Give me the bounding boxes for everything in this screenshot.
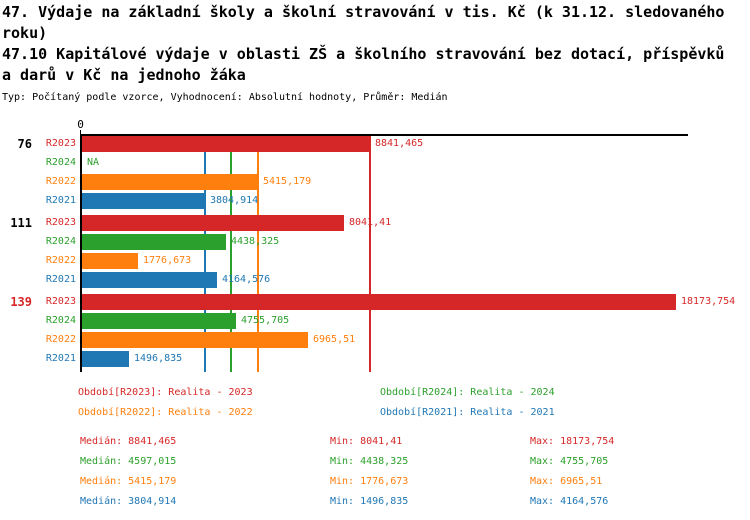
series-row-label-R2024: R2024 (45, 157, 76, 168)
bar-111-R2021 (82, 272, 217, 288)
series-row-label-R2023: R2023 (45, 217, 76, 228)
bar-139-R2022 (82, 332, 308, 348)
x-axis-zero-label: 0 (77, 118, 84, 131)
category-label-111: 111 (10, 216, 32, 230)
legend-item-R2024: Období[R2024]: Realita - 2024 (380, 387, 555, 398)
legend-item-R2022: Období[R2022]: Realita - 2022 (78, 407, 253, 418)
bar-value-label-76-R2022: 5415,179 (263, 176, 312, 187)
median-line-R2021 (204, 134, 206, 372)
series-row-label-R2022: R2022 (45, 255, 76, 266)
bar-76-R2021 (82, 193, 205, 209)
median-line-R2023 (369, 134, 371, 372)
chart-title-line-1: 47. Výdaje na základní školy a školní st… (2, 3, 725, 21)
series-row-label-R2021: R2021 (45, 353, 76, 364)
bar-value-label-139-R2024: 4755,705 (241, 315, 290, 326)
stat-max-R2024: Max: 4755,705 (530, 456, 609, 467)
bar-value-label-76-R2024: NA (87, 157, 100, 168)
bar-value-label-111-R2023: 8041,41 (349, 217, 392, 228)
stat-min-R2024: Min: 4438,325 (330, 456, 409, 467)
bar-value-label-139-R2023: 18173,754 (681, 296, 736, 307)
chart-subtitle-line-2: a darů v Kč na jednoho žáka (2, 66, 246, 84)
series-row-label-R2023: R2023 (45, 296, 76, 307)
bar-76-R2022 (82, 174, 258, 190)
y-axis-line (80, 134, 82, 372)
series-row-label-R2021: R2021 (45, 195, 76, 206)
legend-item-R2021: Období[R2021]: Realita - 2021 (380, 407, 555, 418)
stat-median-R2021: Medián: 3804,914 (80, 496, 177, 507)
series-row-label-R2024: R2024 (45, 236, 76, 247)
bar-111-R2024 (82, 234, 226, 250)
stat-min-R2022: Min: 1776,673 (330, 476, 409, 487)
chart-stats: Medián: 8841,465 Min: 8041,41 Max: 18173,7… (80, 432, 614, 512)
bar-111-R2023 (82, 215, 344, 231)
x-axis-line (80, 134, 688, 136)
bar-value-label-76-R2021: 3804,914 (210, 195, 259, 206)
median-line-R2022 (257, 134, 259, 372)
bar-value-label-139-R2021: 1496,835 (134, 353, 183, 364)
stat-min-R2021: Min: 1496,835 (330, 496, 409, 507)
median-line-R2024 (230, 134, 232, 372)
bar-value-label-111-R2024: 4438,325 (231, 236, 280, 247)
series-row-label-R2024: R2024 (45, 315, 76, 326)
bar-76-R2023 (82, 136, 370, 152)
bar-139-R2023 (82, 294, 676, 310)
series-row-label-R2022: R2022 (45, 176, 76, 187)
report-header: 47. Výdaje na základní školy a školní st… (2, 2, 750, 105)
chart-legend: Období[R2023]: Realita - 2023 Období[R202… (78, 383, 555, 423)
series-row-label-R2021: R2021 (45, 274, 76, 285)
bar-value-label-76-R2023: 8841,465 (375, 138, 424, 149)
stat-max-R2021: Max: 4164,576 (530, 496, 609, 507)
category-label-76: 76 (17, 137, 32, 151)
stat-max-R2023: Max: 18173,754 (530, 436, 615, 447)
bar-111-R2022 (82, 253, 138, 269)
chart-subtitle-line-1: 47.10 Kapitálové výdaje v oblasti ZŠ a š… (2, 45, 725, 63)
chart-meta-info: Typ: Počítaný podle vzorce, Vyhodnocení:… (2, 92, 448, 103)
x-axis-zero-tick (80, 130, 81, 134)
stat-median-R2024: Medián: 4597,015 (80, 456, 177, 467)
series-row-label-R2023: R2023 (45, 138, 76, 149)
stat-median-R2023: Medián: 8841,465 (80, 436, 177, 447)
bar-139-R2021 (82, 351, 129, 367)
stat-median-R2022: Medián: 5415,179 (80, 476, 177, 487)
legend-item-R2023: Období[R2023]: Realita - 2023 (78, 387, 253, 398)
stat-max-R2022: Max: 6965,51 (530, 476, 603, 487)
category-label-139: 139 (10, 295, 32, 309)
chart-title-line-2: roku) (2, 24, 48, 42)
bar-value-label-139-R2022: 6965,51 (313, 334, 356, 345)
series-row-label-R2022: R2022 (45, 334, 76, 345)
stat-min-R2023: Min: 8041,41 (330, 436, 403, 447)
bar-value-label-111-R2021: 4164,576 (222, 274, 271, 285)
bar-value-label-111-R2022: 1776,673 (143, 255, 192, 266)
bar-139-R2024 (82, 313, 236, 329)
